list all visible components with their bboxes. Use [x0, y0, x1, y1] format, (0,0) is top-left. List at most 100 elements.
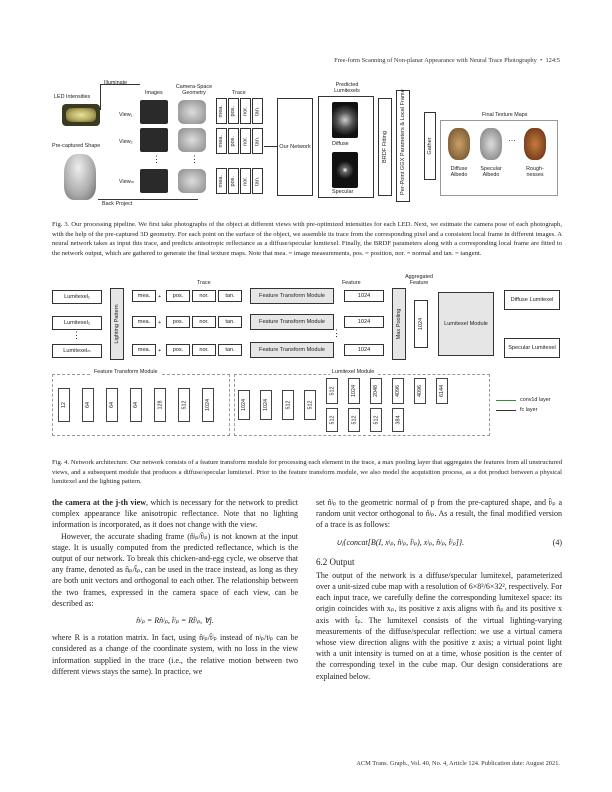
specular-lumitexel-box: Specular Lumitexel: [504, 338, 560, 358]
left-p3: where R is a rotation matrix. In fact, u…: [52, 633, 298, 676]
ftm-detail-title: Feature Transform Module: [92, 369, 160, 376]
diffuse-lumitexel-fig3: [332, 102, 358, 138]
trace-cell-nor-view-3: nor.: [240, 168, 251, 194]
image-view-2: [140, 128, 168, 152]
equation-number: (4): [552, 537, 562, 547]
diffuse-albedo-map: [448, 128, 470, 160]
feature-1024-row-1: 1024: [344, 290, 384, 302]
header-bullet: •: [539, 57, 543, 64]
ftm-layer-size: 64: [133, 402, 139, 408]
fig4-cell-pos-row-3: pos.: [166, 344, 190, 356]
right-p1: set n̂ʲₚ to the geometric normal of p fr…: [316, 498, 562, 530]
trace-cell-text: mea.: [218, 104, 225, 118]
network-box: Our Network: [277, 98, 313, 196]
fig4-cell-tan-row-3: tan.: [218, 344, 242, 356]
lum-layer-tail-2: 6144: [436, 378, 448, 404]
trace-cell-mea-view-1: mea.: [216, 98, 227, 124]
roughnesses-label: Rough-nesses: [526, 166, 544, 179]
ftm-layer-size: 512: [181, 400, 187, 410]
lumitexel-m-box: Lumitexelₘ: [52, 344, 102, 358]
lum-layer-size: 1024: [241, 399, 247, 411]
fig3-caption-text: Our processing pipeline. We first take p…: [52, 221, 562, 257]
trace-cell-tan-view-3: tan.: [252, 168, 263, 194]
lum-layer-top-2: 1024: [348, 378, 360, 404]
lum-layer-a-1: 1024: [238, 390, 250, 420]
fig4-cell-pos-row-1: pos.: [166, 290, 190, 302]
lum-layer-size: 512: [285, 400, 291, 410]
diffuse-lumitexel-box: Diffuse Lumitexel: [504, 290, 560, 310]
ftm-layer-7: 1024: [202, 388, 214, 422]
ftm-layer-6: 512: [178, 388, 190, 422]
ftm-layer-size: 128: [157, 400, 163, 410]
final-maps-label: Final Texture Maps: [482, 112, 528, 118]
trace-cell-text: tan.: [254, 176, 261, 186]
fig4-cell-pos-row-2: pos.: [166, 316, 190, 328]
trace-cell-pos-view-1: pos.: [228, 98, 239, 124]
fig4-trace-rows: mea. + pos. nor. tan. Feature Transform Modul…: [132, 288, 552, 360]
lum-layer-top-1: 512: [326, 378, 338, 404]
left-equation: n̂ʲₚ = Rn̂ʲₚ, t̂ʲₚ = Rt̂ʲₚ, ∀j.: [136, 616, 214, 626]
feature-1024-row-2: 1024: [344, 316, 384, 328]
lum-layer-size: 6144: [439, 385, 445, 397]
lum-layer-size: 512: [351, 415, 357, 425]
view-2-label: View₂: [119, 139, 133, 145]
plus-sign: +: [158, 294, 162, 300]
fig4-cell-mea-row-3: mea.: [132, 344, 156, 356]
specular-albedo-label: Specular Albedo: [480, 166, 502, 179]
fig4-caption-label: Fig. 4.: [52, 459, 70, 466]
back-project-label: Back Project: [102, 201, 133, 207]
trace-cell-text: pos.: [230, 175, 237, 187]
diffuse-albedo-label: Diffuse Albedo: [450, 166, 468, 179]
specular-lumitexel-fig3: [332, 152, 358, 188]
lum-detail-title: Lumitexel Module: [330, 369, 377, 376]
lighting-pattern-box: [110, 288, 124, 360]
ftm-layer-size: 64: [109, 402, 115, 408]
feature-transform-module-row-3: Feature Transform Module: [250, 342, 334, 358]
aggregated-1024: 1024: [418, 317, 424, 331]
specular-albedo-map: [480, 128, 502, 160]
left-column: the camera at the j-th view, which is ne…: [52, 497, 298, 677]
ftm-layer-size: 1024: [205, 399, 211, 411]
lum-layer-size: 4096: [417, 385, 423, 397]
trace-cell-text: nor.: [242, 106, 249, 116]
fig4-caption-text: Network architecture. Our network consis…: [52, 459, 562, 486]
lum-layer-bot-1: 512: [326, 408, 338, 432]
rows-ellipsis: ⋮: [332, 328, 341, 338]
lum-layer-a-4: 512: [304, 390, 316, 420]
right-equation: ∪ⱼ{concat[B(I, xʲₚ, n̂ʲₚ, t̂ʲₚ), xʲₚ, n̂…: [336, 537, 465, 547]
plus-sign: +: [158, 320, 162, 326]
diffuse-label-fig3: Diffuse: [332, 141, 349, 147]
lumitexel-2-box: Lumitexel₂: [52, 316, 102, 330]
trace-cell-text: tan.: [254, 106, 261, 116]
predicted-label: Predicted Lumitexels: [334, 82, 360, 95]
lighting-pattern-label: Lighting Pattern: [114, 304, 120, 344]
trace-cell-text: mea.: [218, 134, 225, 148]
view-1-label: View₁: [119, 112, 133, 118]
fig4-cell-nor-row-2: nor.: [192, 316, 216, 328]
precaptured-label: Pre-captured Shape: [52, 143, 101, 149]
feature-1024-row-3: 1024: [344, 344, 384, 356]
lum-layer-size: 384: [395, 415, 401, 425]
conv-legend-line: [496, 400, 516, 401]
figure-3-caption: Fig. 3. Our processing pipeline. We firs…: [52, 220, 562, 258]
per-point-label: Per-Point GGX Parameters & Local Frame: [400, 89, 406, 195]
lumitexel-1-box: Lumitexel₁: [52, 290, 102, 304]
figure-3: LED Intensities Illuminate Pre-captured …: [52, 74, 562, 208]
view-m-label: Viewₘ: [119, 179, 134, 185]
conv-legend-label: conv1d layer: [520, 397, 551, 403]
trace-cell-tan-view-2: tan.: [252, 128, 263, 154]
ftm-layer-2: 64: [82, 388, 94, 422]
trace-label: Trace: [232, 90, 246, 96]
brdf-fitting-box: [378, 98, 392, 196]
lum-layer-size: 1024: [263, 399, 269, 411]
trace-cell-pos-view-3: pos.: [228, 168, 239, 194]
fc-legend-line: [496, 410, 516, 411]
right-column: set n̂ʲₚ to the geometric normal of p fr…: [316, 497, 562, 682]
trace-cell-mea-view-3: mea.: [216, 168, 227, 194]
page-number: 124:5: [545, 57, 560, 64]
lumitexel-module-box: Lumitexel Module: [438, 292, 494, 356]
gather-label: Gather: [427, 137, 433, 155]
geometry-label: Camera-Space Geometry: [175, 84, 213, 97]
lum-layer-tail-1: 4096: [414, 378, 426, 404]
lum-layers: 1024 1024 512 512 512 1024 2048 4096 512 512 512 38…: [238, 378, 488, 434]
